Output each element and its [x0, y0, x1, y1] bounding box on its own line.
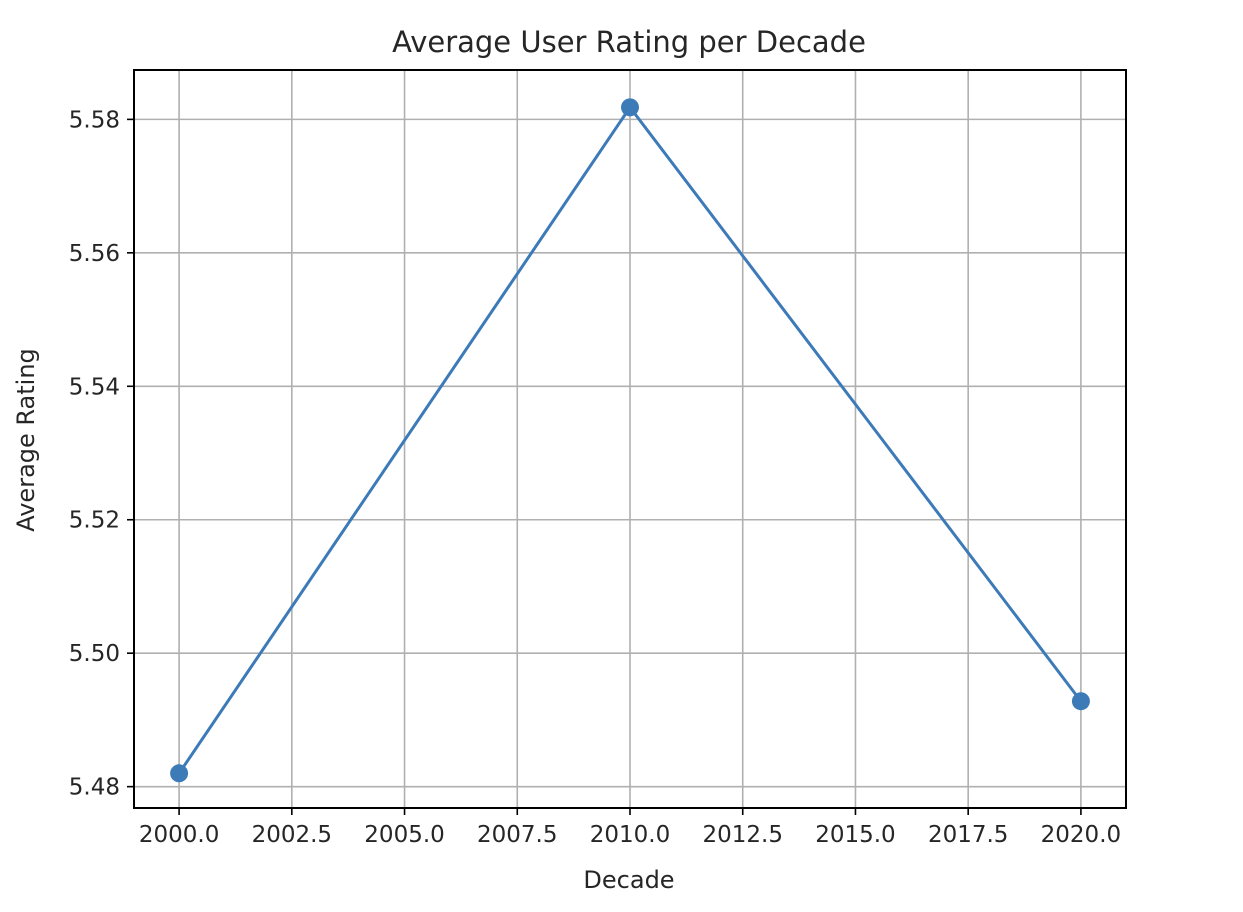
x-axis-label: Decade [583, 866, 674, 894]
x-tick-label: 2000.0 [139, 822, 219, 848]
x-tick-label: 2015.0 [815, 822, 895, 848]
data-point [621, 98, 639, 117]
x-tick-label: 2020.0 [1041, 822, 1121, 848]
y-tick-label: 5.48 [69, 775, 120, 801]
x-tick-label: 2010.0 [590, 822, 670, 848]
grid [134, 70, 1126, 808]
ticks-group: 2000.0 2002.5 2005.0 2007.5 2010.0 2012.5 2015… [69, 107, 1121, 848]
y-tick-label: 5.54 [69, 374, 120, 400]
x-tick-label: 2002.5 [252, 822, 332, 848]
series-group [170, 98, 1090, 783]
y-tick-label: 5.58 [69, 107, 120, 133]
chart-title: Average User Rating per Decade [392, 25, 866, 59]
x-tick-label: 2012.5 [702, 822, 782, 848]
data-point [1071, 692, 1090, 711]
x-tick-label: 2007.5 [477, 822, 557, 848]
y-axis-label: Average Rating [12, 348, 40, 532]
y-tick-label: 5.56 [69, 241, 120, 267]
y-tick-label: 5.52 [69, 508, 120, 534]
x-tick-label: 2005.0 [364, 822, 444, 848]
y-tick-label: 5.50 [69, 641, 120, 667]
data-point [170, 764, 189, 783]
x-tick-label: 2017.5 [928, 822, 1008, 848]
